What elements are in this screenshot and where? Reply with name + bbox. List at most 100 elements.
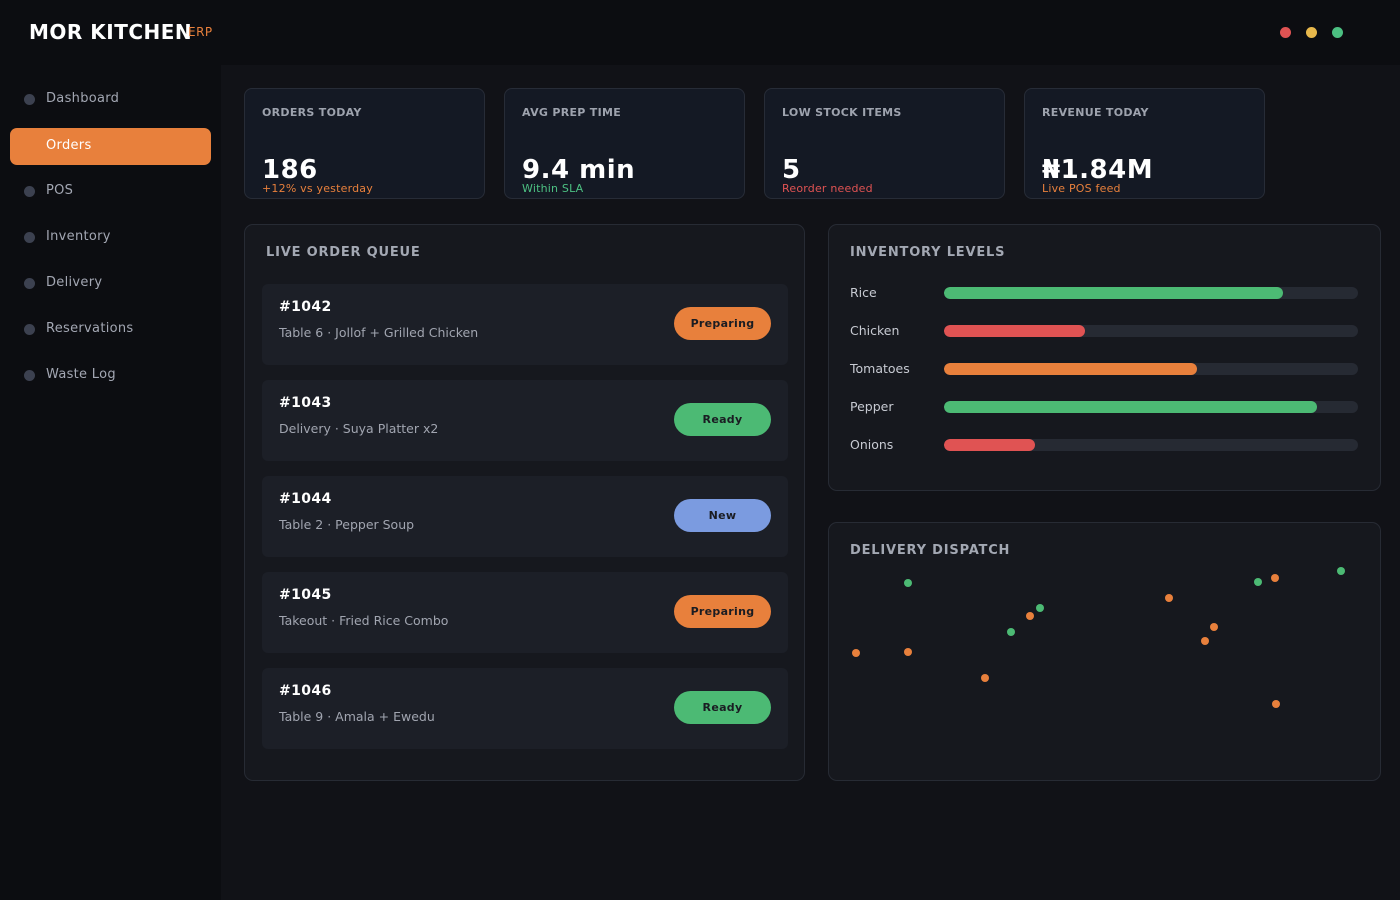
order-id: #1046 — [279, 683, 332, 699]
inventory-label: Pepper — [850, 399, 894, 414]
dispatch-point[interactable] — [904, 647, 913, 656]
inventory-bar-fill — [944, 401, 1317, 413]
order-queue-panel: LIVE ORDER QUEUE #1042 Table 6 · Jollof … — [244, 224, 805, 781]
order-description: Table 6 · Jollof + Grilled Chicken — [279, 325, 479, 340]
sidebar-item-label: Inventory — [46, 229, 111, 244]
kpi-title: LOW STOCK ITEMS — [782, 106, 902, 119]
sidebar-item-label: Delivery — [46, 275, 103, 290]
inventory-label: Rice — [850, 285, 877, 300]
inventory-bullet-icon — [24, 232, 35, 243]
sidebar-item-orders[interactable]: Orders — [10, 128, 211, 165]
inventory-bar-track — [944, 439, 1358, 451]
inventory-label: Chicken — [850, 323, 900, 338]
status-dot-red — [1280, 27, 1291, 38]
dispatch-point[interactable] — [1026, 612, 1035, 621]
inventory-bar-fill — [944, 363, 1197, 375]
inventory-bar-track — [944, 325, 1358, 337]
kpi-subtext: +12% vs yesterday — [262, 182, 373, 195]
sidebar-item-label: Dashboard — [46, 91, 120, 106]
dispatch-point[interactable] — [1036, 603, 1045, 612]
kpi-card-orders-today: ORDERS TODAY 186 +12% vs yesterday — [244, 88, 485, 199]
sidebar-item-waste-log[interactable]: Waste Log — [10, 357, 211, 394]
pos-bullet-icon — [24, 186, 35, 197]
dashboard-bullet-icon — [24, 94, 35, 105]
order-row[interactable]: #1044 Table 2 · Pepper Soup New — [262, 476, 788, 557]
brand-suffix: ERP — [188, 25, 213, 39]
dispatch-point[interactable] — [980, 673, 989, 682]
sidebar-item-label: POS — [46, 183, 74, 198]
inventory-bar-fill — [944, 439, 1036, 451]
inventory-panel: INVENTORY LEVELS Rice Chicken Tomatoes P… — [828, 224, 1381, 491]
kpi-title: ORDERS TODAY — [262, 106, 362, 119]
inventory-row-pepper: Pepper — [850, 399, 1358, 414]
dispatch-point[interactable] — [904, 579, 913, 588]
order-id: #1045 — [279, 587, 332, 603]
sidebar-item-dashboard[interactable]: Dashboard — [10, 81, 211, 118]
order-status-badge[interactable]: New — [674, 499, 771, 532]
dispatch-point[interactable] — [1164, 594, 1173, 603]
sidebar-item-pos[interactable]: POS — [10, 173, 211, 210]
kpi-card-avg-prep-time: AVG PREP TIME 9.4 min Within SLA — [504, 88, 745, 199]
order-status-badge[interactable]: Preparing — [674, 307, 771, 340]
order-status-badge[interactable]: Preparing — [674, 595, 771, 628]
dispatch-point[interactable] — [1201, 637, 1210, 646]
order-row[interactable]: #1045 Takeout · Fried Rice Combo Prepari… — [262, 572, 788, 653]
dispatch-point[interactable] — [1210, 622, 1219, 631]
sidebar-item-label: Reservations — [46, 321, 134, 336]
dispatch-point[interactable] — [1007, 627, 1016, 636]
inventory-bar-track — [944, 363, 1358, 375]
kpi-value: 5 — [782, 155, 801, 185]
order-id: #1044 — [279, 491, 332, 507]
brand-logo: MOR KITCHEN — [29, 20, 193, 44]
order-description: Takeout · Fried Rice Combo — [279, 613, 449, 628]
waste-log-bullet-icon — [24, 370, 35, 381]
sidebar-item-label: Orders — [46, 138, 92, 153]
sidebar-item-label: Waste Log — [46, 367, 116, 382]
dispatch-point[interactable] — [1253, 577, 1262, 586]
inventory-bar-fill — [944, 325, 1085, 337]
order-description: Table 9 · Amala + Ewedu — [279, 709, 435, 724]
inventory-title: INVENTORY LEVELS — [850, 245, 1006, 260]
sidebar-item-reservations[interactable]: Reservations — [10, 311, 211, 348]
status-dot-green — [1332, 27, 1343, 38]
delivery-dispatch-title: DELIVERY DISPATCH — [850, 543, 1011, 558]
order-row[interactable]: #1046 Table 9 · Amala + Ewedu Ready — [262, 668, 788, 749]
inventory-row-chicken: Chicken — [850, 323, 1358, 338]
order-description: Delivery · Suya Platter x2 — [279, 421, 439, 436]
order-status-badge[interactable]: Ready — [674, 403, 771, 436]
inventory-row-rice: Rice — [850, 285, 1358, 300]
reservations-bullet-icon — [24, 324, 35, 335]
kpi-subtext: Live POS feed — [1042, 182, 1121, 195]
dispatch-point[interactable] — [851, 648, 860, 657]
sidebar-item-inventory[interactable]: Inventory — [10, 219, 211, 256]
kpi-value: ₦1.84M — [1042, 155, 1154, 185]
top-bar: MOR KITCHEN ERP — [0, 0, 1400, 65]
sidebar: Dashboard Orders POS Inventory Delivery … — [0, 65, 221, 900]
order-id: #1043 — [279, 395, 332, 411]
inventory-row-onions: Onions — [850, 437, 1358, 452]
delivery-bullet-icon — [24, 278, 35, 289]
kpi-subtext: Within SLA — [522, 182, 584, 195]
kpi-value: 9.4 min — [522, 155, 636, 185]
order-description: Table 2 · Pepper Soup — [279, 517, 415, 532]
inventory-label: Tomatoes — [850, 361, 910, 376]
dispatch-point[interactable] — [1336, 567, 1345, 576]
inventory-bar-fill — [944, 287, 1284, 299]
order-row[interactable]: #1042 Table 6 · Jollof + Grilled Chicken… — [262, 284, 788, 365]
kpi-value: 186 — [262, 155, 318, 185]
kpi-card-low-stock: LOW STOCK ITEMS 5 Reorder needed — [764, 88, 1005, 199]
kpi-title: REVENUE TODAY — [1042, 106, 1149, 119]
delivery-dispatch-panel: DELIVERY DISPATCH — [828, 522, 1381, 781]
order-status-badge[interactable]: Ready — [674, 691, 771, 724]
dispatch-point[interactable] — [1271, 574, 1280, 583]
inventory-row-tomatoes: Tomatoes — [850, 361, 1358, 376]
inventory-label: Onions — [850, 437, 894, 452]
order-row[interactable]: #1043 Delivery · Suya Platter x2 Ready — [262, 380, 788, 461]
inventory-bar-track — [944, 401, 1358, 413]
order-id: #1042 — [279, 299, 332, 315]
dispatch-map[interactable] — [829, 523, 1382, 782]
kpi-title: AVG PREP TIME — [522, 106, 622, 119]
kpi-card-revenue-today: REVENUE TODAY ₦1.84M Live POS feed — [1024, 88, 1265, 199]
dispatch-point[interactable] — [1272, 699, 1281, 708]
sidebar-item-delivery[interactable]: Delivery — [10, 265, 211, 302]
